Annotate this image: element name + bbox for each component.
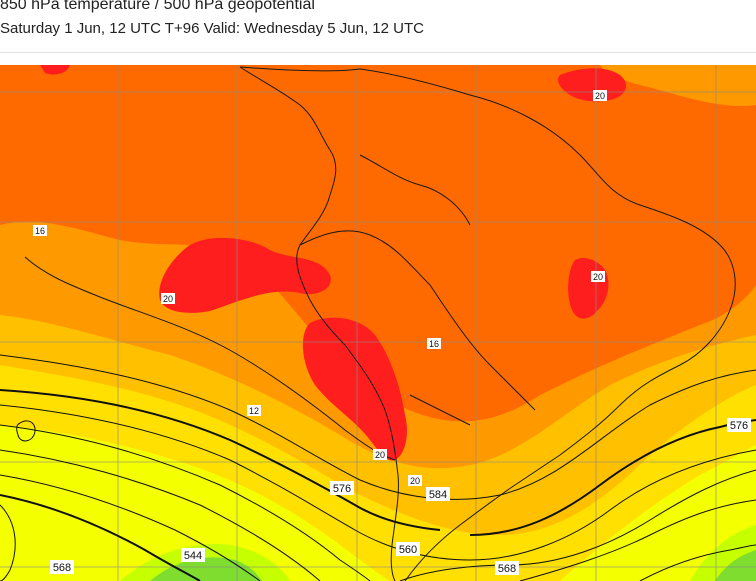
temperature-band-2-6-east xyxy=(560,445,756,581)
temperature-band-cold-east xyxy=(715,550,756,581)
map-title: 850 hPa temperature / 500 hPa geopotenti… xyxy=(0,0,315,13)
map-canvas: 16 20 20 12 16 20 20 20 576 584 576 568 xyxy=(0,65,756,581)
isotherm-label: 20 xyxy=(593,272,603,282)
geopotential-labels: 576 584 576 568 560 544 568 xyxy=(50,418,751,575)
hot-area-small xyxy=(40,65,70,75)
isotherm-label: 12 xyxy=(249,406,259,416)
weather-map[interactable]: 16 20 20 12 16 20 20 20 576 584 576 568 xyxy=(0,65,756,581)
isotherm-label: 16 xyxy=(35,226,45,236)
hot-area-pacific xyxy=(159,237,331,313)
geopotential-label: 560 xyxy=(399,544,417,556)
map-header: 850 hPa temperature / 500 hPa geopotenti… xyxy=(0,0,756,53)
geopotential-label: 568 xyxy=(53,562,71,574)
isotherm-label: 20 xyxy=(163,294,173,304)
coastlines xyxy=(239,66,736,581)
map-valid-time: Saturday 1 Jun, 12 UTC T+96 Valid: Wedne… xyxy=(0,20,424,37)
geopotential-label: 568 xyxy=(498,563,516,575)
geopotential-label: 584 xyxy=(429,489,447,501)
lat-lon-grid xyxy=(0,65,756,581)
isotherm-label: 20 xyxy=(375,450,385,460)
temperature-labels: 16 20 20 12 16 20 20 20 xyxy=(33,90,607,486)
geopotential-label: 576 xyxy=(333,483,351,495)
hot-area-interior xyxy=(302,317,407,461)
isotherms xyxy=(24,256,396,461)
isotherm-label: 16 xyxy=(429,339,439,349)
hot-area-north xyxy=(558,68,627,102)
geopotential-label: 544 xyxy=(184,550,202,562)
temperature-band-14-18-north xyxy=(600,65,756,106)
isotherm-label: 20 xyxy=(595,91,605,101)
isotherm-label: 20 xyxy=(410,476,420,486)
geopotential-label: 576 xyxy=(730,420,748,432)
